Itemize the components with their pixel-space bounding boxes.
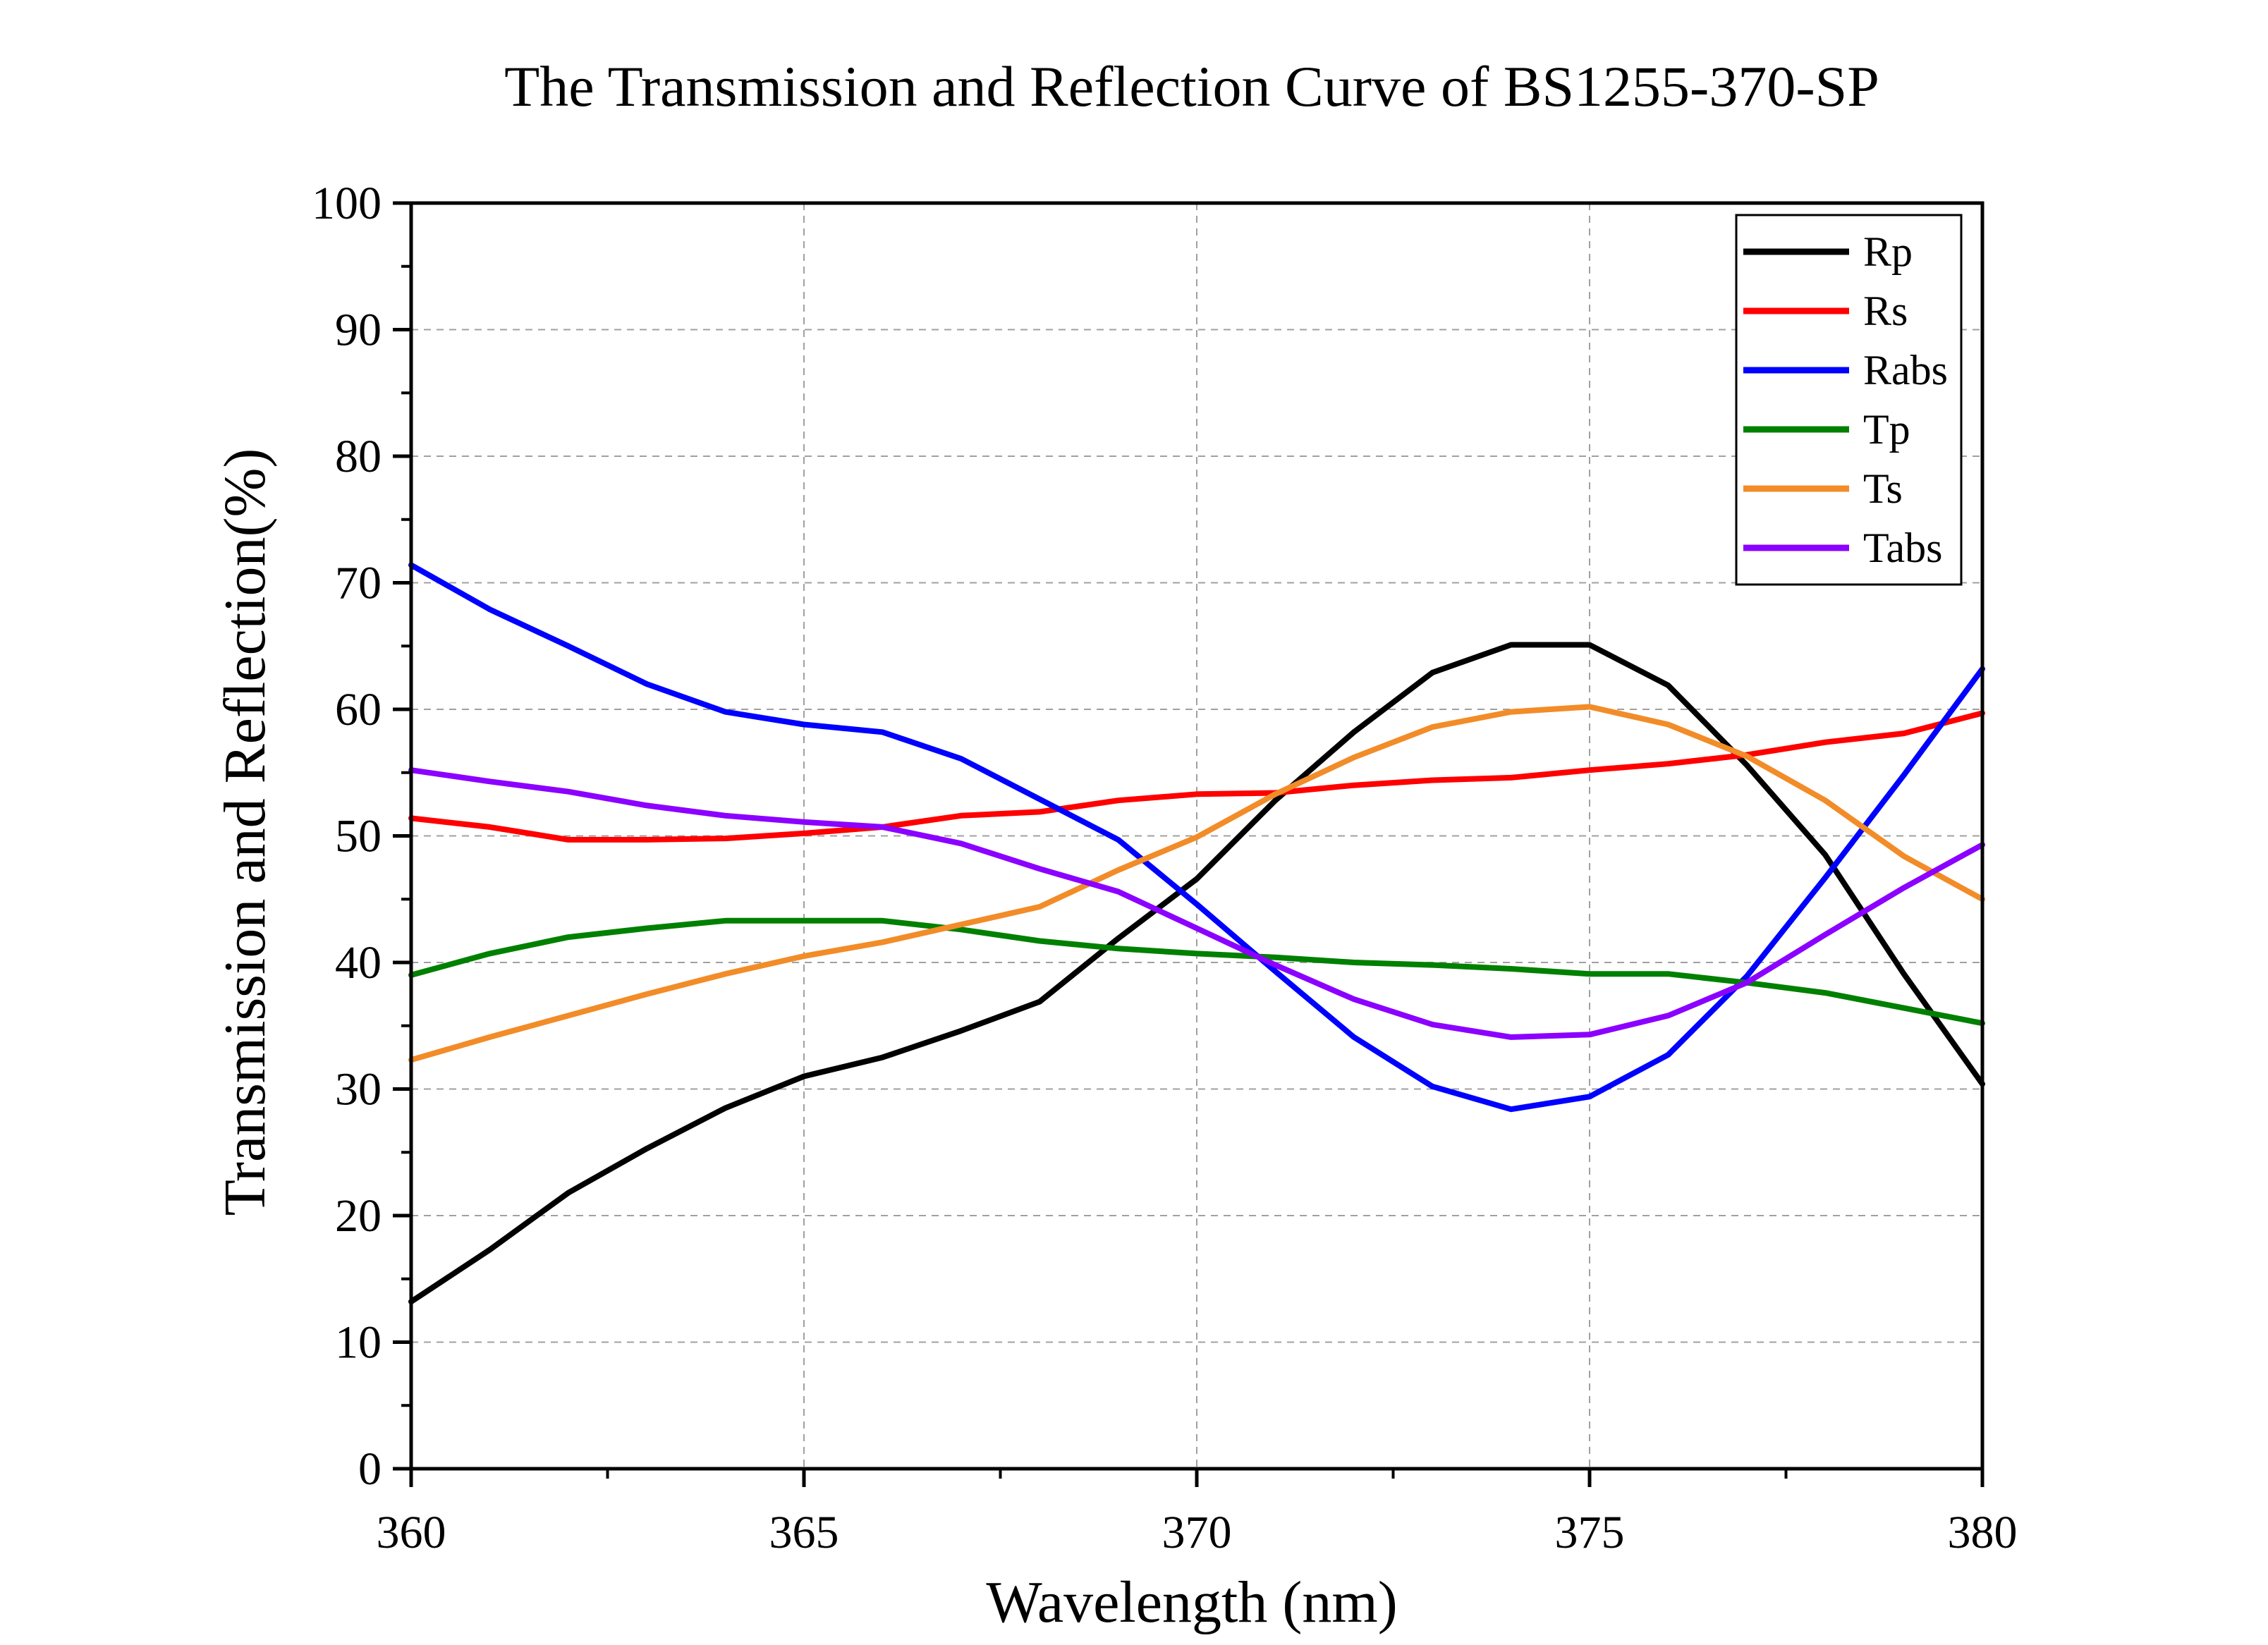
x-axis-label: Wavelength (nm) [986,1570,1397,1635]
y-tick-label: 60 [335,684,382,735]
y-tick-label: 100 [312,178,382,229]
series-line-rabs [408,562,1985,1113]
series-layer [408,562,1985,1305]
legend-label-ts: Ts [1863,465,1903,512]
x-tick-label: 380 [1948,1507,2018,1558]
legend-box [1735,214,1963,586]
chart-title: The Transmission and Reflection Curve of… [504,54,1879,118]
x-tick-label: 370 [1162,1507,1232,1558]
y-tick-label: 70 [335,558,382,609]
y-axis-label: Transmission and Reflection(%) [212,448,278,1216]
y-tick-label: 20 [335,1190,382,1242]
legend-label-rabs: Rabs [1863,347,1948,393]
series-line-tabs [408,767,1985,1040]
y-tick-label: 10 [335,1317,382,1369]
axes-layer: 0 10 20 30 40 50 60 70 80 90 100 360 365 370 375 380 [312,178,2018,1558]
legend-label-tabs: Tabs [1863,525,1942,571]
x-tick-label: 360 [377,1507,446,1558]
x-tick-label: 375 [1555,1507,1625,1558]
series-line-rp [408,642,1985,1305]
y-tick-label: 30 [335,1064,382,1115]
series-line-rs [408,710,1985,843]
legend: Rp Rs Rabs Tp Ts Tabs [1735,214,1963,586]
grid-layer [411,203,1982,1469]
y-tick-label: 90 [335,305,382,356]
series-line-ts [408,704,1985,1063]
legend-label-rp: Rp [1863,228,1913,275]
y-tick-label: 40 [335,937,382,989]
legend-label-tp: Tp [1863,406,1910,453]
x-tick-label: 365 [769,1507,839,1558]
series-line-tp [408,917,1985,1027]
legend-label-rs: Rs [1863,288,1908,334]
y-tick-label: 50 [335,811,382,862]
y-tick-label: 0 [358,1443,382,1495]
y-tick-label: 80 [335,431,382,482]
